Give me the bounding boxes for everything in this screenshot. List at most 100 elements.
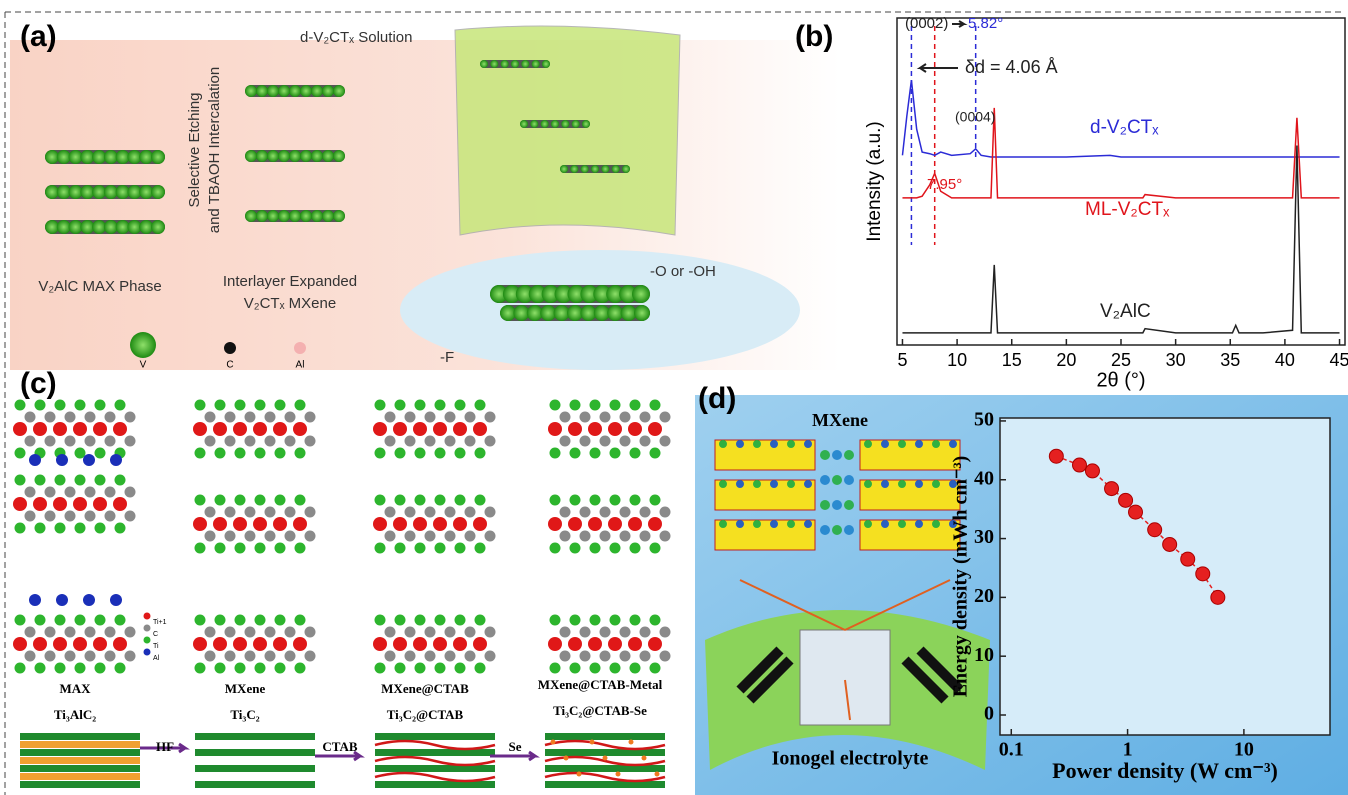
atom bbox=[660, 436, 671, 447]
atom bbox=[300, 150, 312, 162]
atom bbox=[485, 507, 496, 518]
panel-label: (b) bbox=[795, 20, 833, 53]
atom bbox=[235, 400, 246, 411]
atom bbox=[311, 150, 323, 162]
atom bbox=[295, 543, 306, 554]
atom bbox=[65, 436, 76, 447]
atom bbox=[115, 400, 126, 411]
atom bbox=[267, 150, 279, 162]
formula-label: Ti₃C₂@CTAB bbox=[387, 707, 464, 722]
atom bbox=[570, 448, 581, 459]
atom bbox=[205, 627, 216, 638]
mxene-layer bbox=[860, 480, 960, 510]
atom bbox=[25, 412, 36, 423]
atom bbox=[322, 210, 334, 222]
atom bbox=[213, 637, 227, 651]
atom bbox=[95, 475, 106, 486]
atom bbox=[465, 412, 476, 423]
x-tick-label: 0.1 bbox=[999, 739, 1024, 761]
ctab bbox=[375, 757, 495, 765]
atom bbox=[550, 495, 561, 506]
atom bbox=[275, 495, 286, 506]
atom bbox=[610, 663, 621, 674]
atom bbox=[245, 436, 256, 447]
atom bbox=[425, 531, 436, 542]
atom bbox=[305, 531, 316, 542]
atom bbox=[29, 454, 41, 466]
structure-label: MAX bbox=[59, 681, 91, 696]
ion bbox=[915, 520, 923, 528]
atom bbox=[405, 531, 416, 542]
ion bbox=[844, 500, 854, 510]
se bbox=[577, 772, 582, 777]
atom bbox=[550, 543, 561, 554]
annotation: 5.82° bbox=[968, 15, 1003, 32]
atom bbox=[405, 627, 416, 638]
layer bbox=[375, 733, 495, 740]
atom bbox=[256, 85, 268, 97]
atom bbox=[433, 517, 447, 531]
atom bbox=[95, 400, 106, 411]
atom bbox=[568, 637, 582, 651]
atom bbox=[628, 637, 642, 651]
atom bbox=[333, 210, 345, 222]
atom bbox=[25, 487, 36, 498]
x-tick-label: 40 bbox=[1275, 350, 1295, 370]
atom bbox=[570, 615, 581, 626]
atom bbox=[75, 400, 86, 411]
atom bbox=[305, 627, 316, 638]
atom bbox=[455, 663, 466, 674]
atom bbox=[550, 663, 561, 674]
y-tick-label: 30 bbox=[974, 526, 994, 548]
atom bbox=[425, 412, 436, 423]
layer bbox=[195, 749, 315, 756]
atom bbox=[195, 448, 206, 459]
atom bbox=[55, 523, 66, 534]
ctab bbox=[545, 741, 665, 749]
atom bbox=[75, 523, 86, 534]
atom bbox=[485, 627, 496, 638]
atom bbox=[115, 523, 126, 534]
ctab bbox=[375, 773, 495, 781]
atom bbox=[385, 531, 396, 542]
atom bbox=[285, 627, 296, 638]
atom bbox=[373, 517, 387, 531]
x-axis-label: Power density (W cm⁻³) bbox=[1052, 758, 1278, 783]
atom bbox=[415, 663, 426, 674]
atom bbox=[45, 511, 56, 522]
atom bbox=[425, 651, 436, 662]
atom bbox=[273, 517, 287, 531]
y-tick-label: 0 bbox=[984, 703, 994, 725]
atom bbox=[275, 615, 286, 626]
atom bbox=[235, 543, 246, 554]
layer bbox=[195, 733, 315, 740]
atom bbox=[33, 422, 47, 436]
atom bbox=[83, 594, 95, 606]
ion bbox=[915, 440, 923, 448]
atom bbox=[35, 615, 46, 626]
atom bbox=[75, 663, 86, 674]
point bbox=[1072, 458, 1086, 472]
atom bbox=[395, 543, 406, 554]
atom bbox=[105, 651, 116, 662]
atom bbox=[580, 412, 591, 423]
point bbox=[1129, 505, 1143, 519]
x-tick-label: 5 bbox=[897, 350, 907, 370]
ion bbox=[736, 440, 744, 448]
atom bbox=[253, 422, 267, 436]
atom bbox=[245, 210, 257, 222]
layer bbox=[20, 757, 140, 764]
mxene-layer bbox=[715, 440, 815, 470]
atom bbox=[115, 663, 126, 674]
point bbox=[1196, 567, 1210, 581]
atom bbox=[385, 436, 396, 447]
atom bbox=[581, 165, 589, 173]
atom bbox=[225, 436, 236, 447]
atom bbox=[225, 412, 236, 423]
atom bbox=[73, 637, 87, 651]
se bbox=[616, 772, 621, 777]
atom bbox=[542, 60, 550, 68]
annotation: δd = 4.06 Å bbox=[965, 57, 1058, 77]
atom-legend: Ti bbox=[153, 643, 159, 650]
atom bbox=[640, 651, 651, 662]
